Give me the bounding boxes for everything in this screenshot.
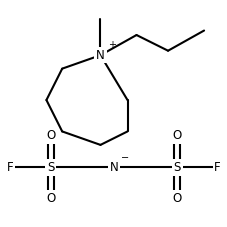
Text: N: N <box>96 49 104 62</box>
Text: F: F <box>213 161 220 174</box>
Text: N: N <box>109 161 118 174</box>
Text: O: O <box>46 129 55 142</box>
Text: S: S <box>47 161 54 174</box>
Text: O: O <box>172 192 181 205</box>
Text: O: O <box>46 192 55 205</box>
Text: S: S <box>173 161 180 174</box>
Text: +: + <box>107 40 115 50</box>
Text: F: F <box>7 161 14 174</box>
Text: O: O <box>172 129 181 142</box>
Text: −: − <box>121 153 129 163</box>
